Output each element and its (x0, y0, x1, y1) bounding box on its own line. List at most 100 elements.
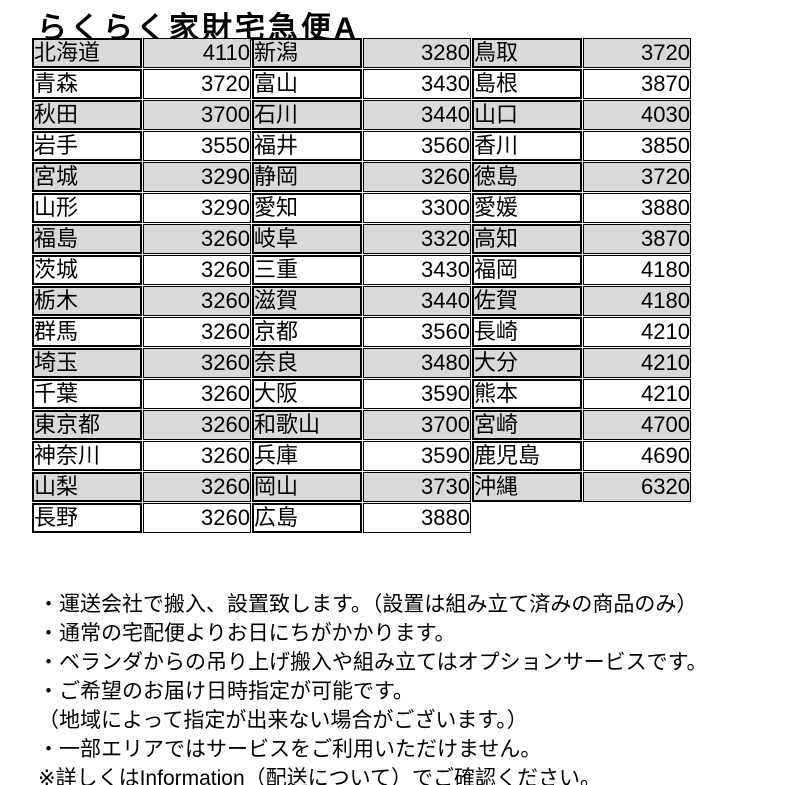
fee-cell: 3430 (363, 69, 471, 99)
fee-cell: 3590 (363, 379, 471, 409)
fee-cell: 3560 (363, 317, 471, 347)
fee-cell: 3880 (583, 193, 691, 223)
fee-cell: 3590 (363, 441, 471, 471)
fee-cell: 3440 (363, 286, 471, 316)
prefecture-cell: 大阪 (252, 379, 362, 409)
fee-cell: 3730 (363, 472, 471, 502)
fee-cell: 3720 (583, 162, 691, 192)
shipping-fee-table-body: 北海道 4110 新潟 3280 鳥取 3720 青森 3720 富山 3430 島根 3870 秋田 3… (32, 38, 691, 533)
fee-table-row: 福島 3260 岐阜 3320 高知 3870 (32, 224, 691, 254)
fee-table-row: 千葉 3260 大阪 3590 熊本 4210 (32, 379, 691, 409)
prefecture-cell: 群馬 (32, 317, 142, 347)
fee-cell: 3560 (363, 131, 471, 161)
prefecture-cell: 新潟 (252, 38, 362, 68)
fee-cell: 4180 (583, 255, 691, 285)
prefecture-cell: 愛知 (252, 193, 362, 223)
fee-cell: 3480 (363, 348, 471, 378)
fee-table-row: 茨城 3260 三重 3430 福岡 4180 (32, 255, 691, 285)
prefecture-cell: 長崎 (472, 317, 582, 347)
prefecture-cell: 岐阜 (252, 224, 362, 254)
fee-cell: 3260 (143, 286, 251, 316)
prefecture-cell: 滋賀 (252, 286, 362, 316)
note-line: ・通常の宅配便よりお日にちがかかります。 (38, 622, 456, 645)
prefecture-cell: 和歌山 (252, 410, 362, 440)
prefecture-cell: 宮城 (32, 162, 142, 192)
fee-cell: 3700 (363, 410, 471, 440)
fee-cell: 4690 (583, 441, 691, 471)
note-line: ※詳しくはInformation（配送について）でご確認ください。 (38, 767, 602, 785)
fee-cell: 3260 (143, 379, 251, 409)
prefecture-cell: 栃木 (32, 286, 142, 316)
fee-cell: 3260 (143, 317, 251, 347)
prefecture-cell: 三重 (252, 255, 362, 285)
prefecture-cell: 宮崎 (472, 410, 582, 440)
note-line: ・一部エリアではサービスをご利用いただけません。 (38, 738, 542, 761)
prefecture-cell: 島根 (472, 69, 582, 99)
fee-cell: 4210 (583, 379, 691, 409)
fee-cell: 3550 (143, 131, 251, 161)
fee-cell: 3290 (143, 162, 251, 192)
fee-table-row: 東京都 3260 和歌山 3700 宮崎 4700 (32, 410, 691, 440)
fee-cell: 3260 (143, 410, 251, 440)
fee-cell: 3280 (363, 38, 471, 68)
prefecture-cell: 秋田 (32, 100, 142, 130)
fee-cell: 3290 (143, 193, 251, 223)
fee-cell: 3260 (143, 348, 251, 378)
prefecture-cell: 香川 (472, 131, 582, 161)
fee-table-row: 群馬 3260 京都 3560 長崎 4210 (32, 317, 691, 347)
prefecture-cell: 茨城 (32, 255, 142, 285)
fee-cell: 3300 (363, 193, 471, 223)
prefecture-cell: 大分 (472, 348, 582, 378)
prefecture-cell: 山梨 (32, 472, 142, 502)
note-line: （地域によって指定が出来ない場合がございます。） (38, 709, 528, 732)
fee-cell: 3260 (143, 224, 251, 254)
fee-cell: 3880 (363, 503, 471, 533)
prefecture-cell: 青森 (32, 69, 142, 99)
fee-table-row: 秋田 3700 石川 3440 山口 4030 (32, 100, 691, 130)
fee-table-row: 山形 3290 愛知 3300 愛媛 3880 (32, 193, 691, 223)
prefecture-cell: 兵庫 (252, 441, 362, 471)
fee-table-row: 北海道 4110 新潟 3280 鳥取 3720 (32, 38, 691, 68)
fee-table-row: 栃木 3260 滋賀 3440 佐賀 4180 (32, 286, 691, 316)
fee-table-row: 山梨 3260 岡山 3730 沖縄 6320 (32, 472, 691, 502)
fee-cell: 3870 (583, 69, 691, 99)
note-line: ・運送会社で搬入、設置致します。（設置は組み立て済みの商品のみ） (38, 593, 698, 616)
fee-cell: 4700 (583, 410, 691, 440)
note-line: ・ベランダからの吊り上げ搬入や組み立てはオプションサービスです。 (38, 651, 708, 674)
fee-table-row: 岩手 3550 福井 3560 香川 3850 (32, 131, 691, 161)
prefecture-cell: 岩手 (32, 131, 142, 161)
prefecture-cell: 京都 (252, 317, 362, 347)
fee-cell: 3870 (583, 224, 691, 254)
fee-cell: 3260 (143, 255, 251, 285)
prefecture-cell: 神奈川 (32, 441, 142, 471)
prefecture-cell: 山形 (32, 193, 142, 223)
prefecture-cell: 徳島 (472, 162, 582, 192)
fee-cell: 4180 (583, 286, 691, 316)
fee-cell: 3440 (363, 100, 471, 130)
prefecture-cell: 北海道 (32, 38, 142, 68)
prefecture-cell: 千葉 (32, 379, 142, 409)
fee-cell: 3260 (363, 162, 471, 192)
fee-cell: 3430 (363, 255, 471, 285)
note-line: ・ご希望のお届け日時指定が可能です。 (38, 680, 414, 703)
fee-table-row: 長野 3260 広島 3880 (32, 503, 691, 533)
prefecture-cell: 静岡 (252, 162, 362, 192)
prefecture-cell: 愛媛 (472, 193, 582, 223)
prefecture-cell: 熊本 (472, 379, 582, 409)
fee-cell: 3320 (363, 224, 471, 254)
prefecture-cell: 沖縄 (472, 472, 582, 502)
fee-cell: 3260 (143, 441, 251, 471)
fee-cell: 3260 (143, 503, 251, 533)
fee-table-row: 青森 3720 富山 3430 島根 3870 (32, 69, 691, 99)
prefecture-cell: 鹿児島 (472, 441, 582, 471)
prefecture-cell: 長野 (32, 503, 142, 533)
prefecture-cell: 岡山 (252, 472, 362, 502)
fee-cell: 3260 (143, 472, 251, 502)
prefecture-cell: 東京都 (32, 410, 142, 440)
fee-cell: 3700 (143, 100, 251, 130)
empty-cell (583, 503, 691, 533)
fee-cell: 6320 (583, 472, 691, 502)
fee-cell: 4210 (583, 348, 691, 378)
shipping-fee-table: 北海道 4110 新潟 3280 鳥取 3720 青森 3720 富山 3430 島根 3870 秋田 3… (31, 37, 692, 534)
